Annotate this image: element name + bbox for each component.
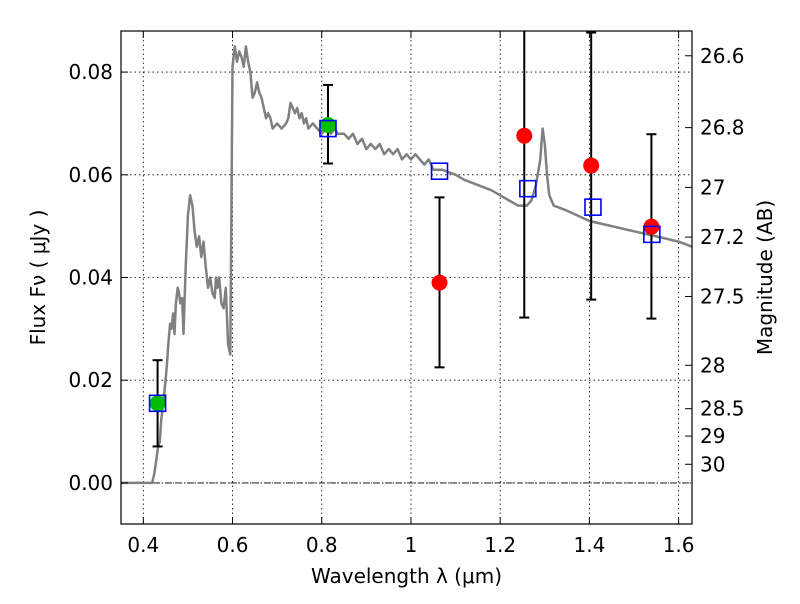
sed-model-line <box>121 45 692 485</box>
x-tick-label: 1.6 <box>663 533 695 557</box>
y-tick-label: 0.00 <box>68 471 113 495</box>
model-band-square <box>430 162 449 180</box>
x-axis-label: Wavelength λ (μm) <box>311 564 502 588</box>
y2-tick-label: 26.6 <box>700 44 745 68</box>
model-band-square <box>584 198 602 216</box>
model-band-square <box>148 394 167 413</box>
red-data-point <box>583 157 600 174</box>
model-band-square <box>519 179 537 198</box>
y2-tick-label: 27.5 <box>700 284 745 308</box>
green-data-point <box>319 116 336 133</box>
y2-tick-label: 30 <box>700 452 725 476</box>
model-band-square <box>643 225 661 244</box>
y-axis-label: Flux Fν ( μJy ) <box>26 210 50 346</box>
x-tick-label: 1.4 <box>573 533 605 557</box>
y-tick-label: 0.02 <box>68 368 113 392</box>
plot-area <box>121 31 692 485</box>
model-band-square <box>319 119 337 138</box>
red-data-point <box>516 127 533 144</box>
y2-tick-label: 27 <box>700 175 725 199</box>
y2-tick-label: 29 <box>700 424 725 448</box>
x-tick-label: 1 <box>405 533 418 557</box>
y2-tick-label: 28 <box>700 353 725 377</box>
y2-tick-label: 26.8 <box>700 116 745 140</box>
x-tick-label: 1.2 <box>484 533 516 557</box>
y2-tick-label: 28.5 <box>700 397 745 421</box>
y-tick-label: 0.06 <box>68 163 113 187</box>
x-tick-label: 0.8 <box>306 533 338 557</box>
green-data-point <box>149 395 166 412</box>
x-tick-label: 0.4 <box>127 533 159 557</box>
x-tick-label: 0.6 <box>217 533 249 557</box>
y-tick-label: 0.08 <box>68 60 113 84</box>
y2-tick-label: 27.2 <box>700 225 745 249</box>
ticks: 0.4 0.6 0.8 1 1.2 1.4 1.6 0.00 0.02 0.04 0.06 0.08 2… <box>68 31 745 557</box>
y-tick-label: 0.04 <box>68 266 113 290</box>
red-data-point <box>431 274 448 291</box>
y2-axis-label: Magnitude (AB) <box>753 200 777 355</box>
